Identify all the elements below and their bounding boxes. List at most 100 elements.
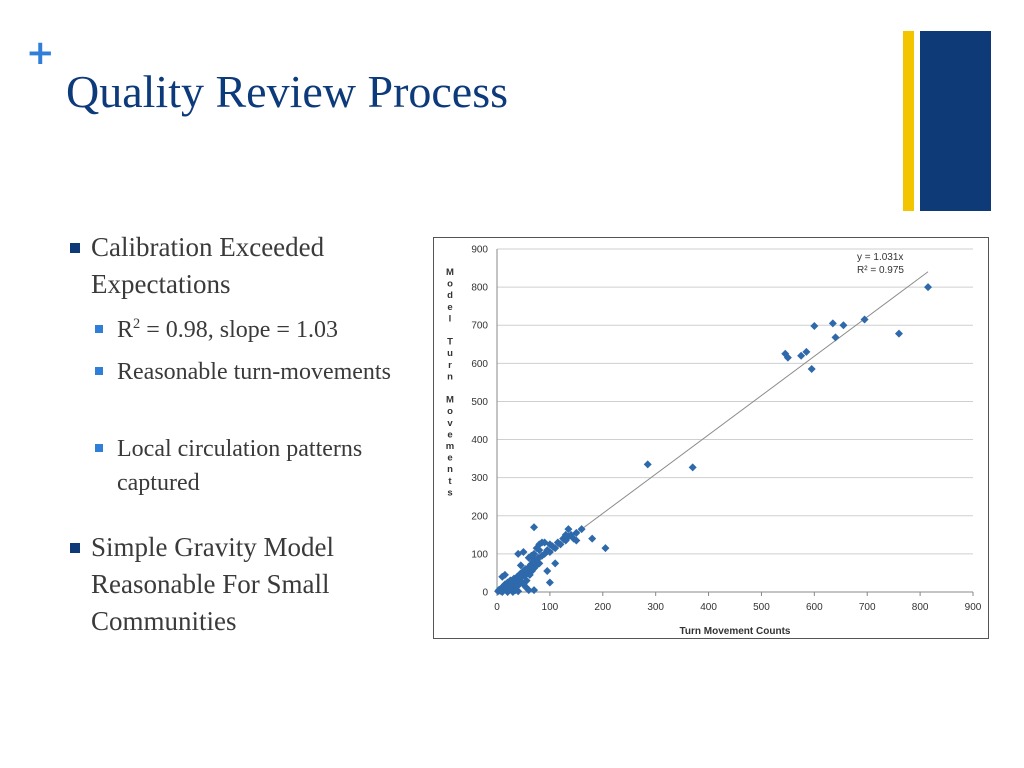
trendline-annotation: R² = 0.975 — [857, 265, 904, 276]
data-point — [508, 588, 517, 596]
data-point — [525, 570, 534, 579]
data-point — [797, 351, 806, 360]
chart-frame: 0 100 200 300 400 500 600 700 800 900 0 100 200 300 40… — [433, 237, 989, 639]
data-point — [551, 559, 560, 568]
y-tick-label: 700 — [471, 321, 488, 332]
data-point — [564, 525, 573, 534]
y-tick-label: 500 — [471, 397, 488, 408]
data-point — [516, 561, 525, 570]
x-tick-label: 600 — [806, 602, 823, 613]
data-point — [527, 567, 536, 576]
data-point — [511, 586, 520, 595]
data-point — [514, 575, 523, 584]
bullet-gravity-model-text: Simple Gravity Model Reasonable For Smal… — [91, 532, 334, 636]
slide-title: Quality Review Process — [66, 66, 509, 117]
data-point — [839, 321, 848, 330]
r2-symbol: R — [117, 317, 134, 343]
data-point — [528, 557, 537, 566]
y-tick-label: 800 — [471, 283, 488, 294]
data-point — [516, 569, 525, 578]
data-point — [783, 353, 792, 362]
r2-value: = 0.98, slope = 1.03 — [140, 317, 338, 343]
data-point — [828, 319, 837, 328]
data-point — [807, 365, 816, 374]
data-point — [545, 578, 554, 587]
data-point — [561, 530, 570, 539]
y-tick-label: 900 — [471, 245, 488, 256]
bullet-gravity-model: Simple Gravity Model Reasonable For Smal… — [70, 529, 415, 640]
x-tick-label: 900 — [965, 602, 982, 613]
plus-icon: + — [26, 33, 55, 73]
x-tick-label: 500 — [753, 602, 770, 613]
bullet-square-icon — [70, 243, 80, 253]
sub-bullet-turn-movements: Reasonable turn-movements — [95, 355, 415, 389]
y-tick-label: 600 — [471, 359, 488, 370]
data-point — [831, 333, 840, 342]
data-point — [860, 315, 869, 324]
data-point — [572, 528, 581, 537]
sub-bullet-square-icon — [95, 367, 103, 375]
x-axis-title: Turn Movement Counts — [680, 626, 791, 637]
r2-superscript: 2 — [133, 316, 141, 332]
data-point — [498, 572, 507, 581]
x-tick-label: 700 — [859, 602, 876, 613]
x-tick-label: 100 — [542, 602, 559, 613]
y-tick-label: 0 — [482, 588, 488, 599]
data-point — [543, 567, 552, 576]
data-point — [524, 553, 533, 562]
data-point — [530, 564, 539, 573]
x-tick-label: 400 — [700, 602, 717, 613]
data-point — [519, 580, 528, 589]
sub-bullet-local-circulation-text: Local circulation patterns captured — [117, 436, 363, 496]
data-point — [508, 582, 517, 591]
data-point — [506, 576, 515, 585]
sub-bullet-local-circulation: Local circulation patterns captured — [95, 432, 415, 500]
sub-bullet-r2: R2 = 0.98, slope = 1.03 — [95, 313, 415, 347]
trendline-annotation: y = 1.031x — [857, 252, 903, 263]
accent-bar-blue — [920, 31, 991, 211]
scatter-chart: 0 100 200 300 400 500 600 700 800 900 0 100 200 300 40… — [446, 245, 982, 638]
data-point — [535, 546, 544, 555]
y-tick-label: 400 — [471, 435, 488, 446]
x-tick-label: 800 — [912, 602, 929, 613]
data-point — [503, 588, 512, 596]
data-point — [527, 551, 536, 560]
data-point — [688, 463, 697, 472]
data-point — [802, 347, 811, 356]
data-point — [601, 544, 610, 553]
data-point — [540, 538, 549, 547]
data-point — [556, 540, 565, 549]
sub-bullet-square-icon — [95, 325, 103, 333]
data-point — [522, 583, 531, 592]
data-point — [534, 553, 543, 562]
data-point — [572, 536, 581, 545]
data-point — [551, 544, 560, 553]
data-point — [577, 525, 586, 534]
data-point — [545, 547, 554, 556]
data-point — [537, 551, 546, 560]
data-point — [810, 321, 819, 330]
y-tick-label: 200 — [471, 511, 488, 522]
bullet-calibration-text: Calibration Exceeded Expectations — [91, 232, 325, 299]
bullet-square-icon — [70, 543, 80, 553]
x-tick-label: 300 — [647, 602, 664, 613]
sub-bullet-turn-movements-text: Reasonable turn-movements — [117, 359, 391, 385]
bullet-calibration: Calibration Exceeded Expectations — [70, 229, 415, 303]
x-tick-label: 200 — [594, 602, 611, 613]
sub-bullet-square-icon — [95, 444, 103, 452]
data-point — [588, 534, 597, 543]
data-point — [498, 588, 507, 596]
data-point — [519, 547, 528, 556]
data-point — [530, 586, 539, 595]
data-point — [524, 563, 533, 572]
y-tick-label: 300 — [471, 473, 488, 484]
accent-bar-yellow — [903, 31, 914, 211]
data-point — [519, 567, 528, 576]
data-point — [530, 549, 539, 558]
data-point — [643, 460, 652, 469]
data-point — [530, 523, 539, 532]
sub-bullet-r2-text: R2 = 0.98, slope = 1.03 — [117, 313, 415, 347]
y-tick-label: 100 — [471, 549, 488, 560]
data-point — [894, 329, 903, 338]
